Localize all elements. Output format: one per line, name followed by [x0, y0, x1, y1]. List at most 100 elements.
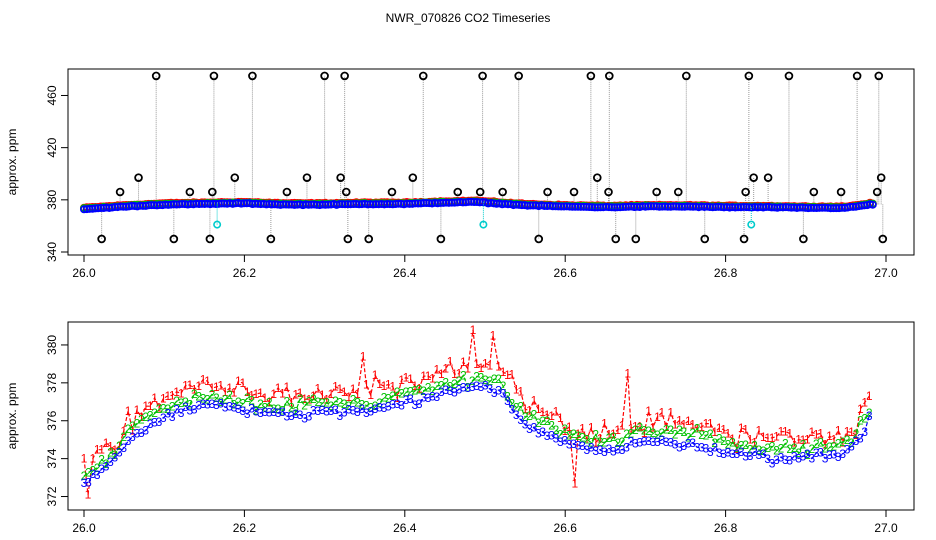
series-1-marker: 1 [566, 420, 573, 434]
y-tick-label: 372 [45, 486, 59, 506]
series-3-marker: 3 [363, 406, 370, 420]
series-1-marker: 1 [363, 378, 370, 392]
outlier-point [343, 234, 353, 244]
outlier-point [248, 71, 257, 81]
series-3-marker: 3 [857, 432, 864, 446]
series-3-marker: 3 [495, 383, 502, 397]
series-1-marker: 1 [584, 432, 591, 446]
series-1-marker: 1 [182, 379, 189, 393]
series-1-marker: 1 [579, 421, 586, 435]
series-2-marker: 2 [853, 427, 860, 441]
outlier-point [302, 173, 312, 182]
series-1-marker: 1 [861, 396, 868, 410]
series-3-marker: 3 [460, 380, 467, 394]
series-1-marker: 1 [103, 436, 110, 450]
series-3-marker: 3 [844, 443, 851, 457]
series-3-marker: 3 [645, 434, 652, 448]
series-2-marker: 2 [751, 439, 758, 453]
outlier-point [387, 187, 397, 197]
series-2-marker: 2 [257, 397, 264, 411]
series-2-marker: 2 [112, 448, 119, 462]
series-3-marker: 3 [738, 445, 745, 459]
series-1-marker: 1 [703, 417, 710, 431]
series-3-marker: 3 [848, 439, 855, 453]
series-1-marker: 1 [689, 417, 696, 431]
series-1-marker: 1 [539, 405, 546, 419]
series-3-marker: 3 [725, 446, 732, 460]
series-1-marker: 1 [769, 431, 776, 445]
series-1-marker: 1 [667, 406, 674, 420]
series-2-marker: 2 [707, 427, 714, 441]
series-3-marker: 3 [804, 447, 811, 461]
outlier-point [208, 187, 217, 197]
series-2-marker: 2 [464, 380, 471, 394]
series-2-marker: 2 [800, 438, 807, 452]
series-2-marker: 2 [235, 395, 242, 409]
series-2-marker: 2 [182, 395, 189, 409]
series-2-marker: 2 [367, 401, 374, 415]
outlier-point [809, 187, 819, 197]
outlier-point [605, 71, 614, 81]
series-2-marker: 2 [482, 373, 489, 387]
flagged-point [479, 220, 488, 229]
series-3-marker: 3 [822, 451, 829, 465]
series-3-marker: 3 [376, 401, 383, 415]
series-3-marker: 3 [275, 406, 282, 420]
series-2-marker: 2 [107, 445, 114, 459]
series-2-marker: 2 [478, 370, 485, 384]
series-3-marker: 3 [134, 427, 141, 441]
series-3-marker: 3 [826, 448, 833, 462]
series-2-marker: 2 [336, 396, 343, 410]
series-3-marker: 3 [235, 402, 242, 416]
series-1-marker: 1 [628, 421, 635, 435]
series-1-marker: 1 [698, 420, 705, 434]
series-3-marker: 3 [213, 398, 220, 412]
series-3-marker: 3 [438, 385, 445, 399]
series-1-marker: 1 [81, 451, 88, 465]
series-1-marker: 1 [632, 419, 639, 433]
series-1-marker: 1 [614, 423, 621, 437]
series-2-marker: 2 [509, 396, 516, 410]
series-2-marker: 2 [619, 435, 626, 449]
outlier-point [784, 71, 794, 81]
series-2-marker: 2 [200, 392, 207, 406]
series-1-marker: 1 [151, 391, 158, 405]
y-tick-label: 374 [45, 448, 59, 468]
series-1-marker: 1 [160, 391, 167, 405]
series-3-marker: 3 [654, 435, 661, 449]
series-1-marker: 1 [857, 402, 864, 416]
outlier-point [340, 71, 349, 81]
series-3-marker: 3 [773, 453, 780, 467]
outlier-point [741, 187, 750, 197]
y-tick-label: 420 [45, 137, 59, 157]
series-3-marker: 3 [323, 405, 330, 419]
series-1-marker: 1 [217, 379, 224, 393]
series-2-marker: 2 [632, 423, 639, 437]
series-3-marker: 3 [769, 456, 776, 470]
series-2-marker: 2 [491, 372, 498, 386]
series-1-marker: 1 [341, 385, 348, 399]
series-3-marker: 3 [575, 438, 582, 452]
series-1-marker: 1 [292, 387, 299, 401]
series-3-marker: 3 [742, 449, 749, 463]
series-2-marker: 2 [703, 428, 710, 442]
series-3-marker: 3 [491, 386, 498, 400]
series-1-marker: 1 [482, 356, 489, 370]
series-3-marker: 3 [231, 400, 238, 414]
x-tick-label: 26.6 [554, 521, 578, 535]
series-1-marker: 1 [464, 362, 471, 376]
series-1-marker: 1 [747, 432, 754, 446]
series-2-marker: 2 [698, 428, 705, 442]
series-2-marker: 2 [359, 398, 366, 412]
series-2-marker: 2 [363, 398, 370, 412]
series-3-marker: 3 [319, 403, 326, 417]
series-1-marker: 1 [619, 419, 626, 433]
series-2-marker: 2 [561, 422, 568, 436]
series-1-marker: 1 [411, 379, 418, 393]
series-2-marker: 2 [169, 400, 176, 414]
series-2-marker: 2 [747, 443, 754, 457]
series-2-marker: 2 [495, 372, 502, 386]
series-3-marker: 3 [667, 435, 674, 449]
series-3-marker: 3 [729, 447, 736, 461]
